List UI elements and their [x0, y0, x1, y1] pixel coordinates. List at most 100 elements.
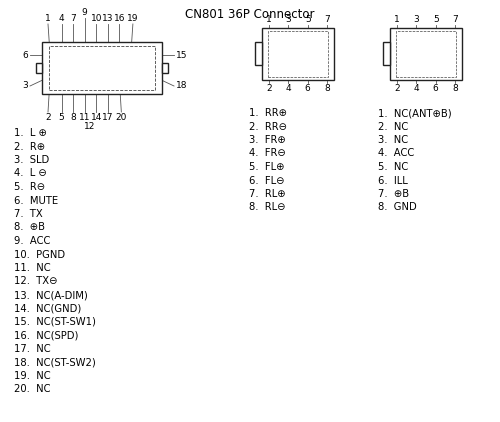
- Bar: [59, 54, 64, 57]
- Bar: [106, 54, 110, 57]
- Text: 9: 9: [82, 8, 87, 17]
- Text: 3.  NC: 3. NC: [378, 135, 408, 145]
- Text: 4.  L ⊖: 4. L ⊖: [14, 168, 47, 179]
- Text: 1: 1: [45, 14, 51, 23]
- Bar: [395, 43, 399, 46]
- Text: 4: 4: [414, 84, 419, 93]
- Bar: [434, 43, 438, 46]
- Text: 4.  ACC: 4. ACC: [378, 149, 414, 159]
- Text: 1: 1: [394, 15, 400, 24]
- Bar: [140, 54, 145, 57]
- Bar: [434, 62, 438, 65]
- Bar: [325, 43, 329, 46]
- Text: 2: 2: [266, 84, 272, 93]
- Text: 2.  R⊕: 2. R⊕: [14, 141, 45, 151]
- Text: 6: 6: [22, 51, 28, 60]
- Bar: [36, 63, 42, 73]
- Text: 13.  NC(A-DIM): 13. NC(A-DIM): [14, 290, 88, 300]
- Text: 11.  NC: 11. NC: [14, 263, 51, 273]
- Text: 6.  FL⊖: 6. FL⊖: [249, 176, 284, 186]
- Bar: [117, 54, 122, 57]
- Bar: [94, 54, 98, 57]
- Bar: [48, 76, 52, 79]
- Text: CN801 36P Connector: CN801 36P Connector: [185, 8, 315, 21]
- Text: 8: 8: [324, 84, 330, 93]
- Bar: [414, 43, 418, 46]
- Text: 8.  ⊕B: 8. ⊕B: [14, 222, 45, 233]
- Bar: [70, 54, 76, 57]
- Text: 15.  NC(ST-SW1): 15. NC(ST-SW1): [14, 317, 96, 327]
- Bar: [286, 43, 290, 46]
- Bar: [383, 42, 390, 65]
- Text: 4: 4: [286, 84, 291, 93]
- Bar: [286, 62, 290, 65]
- Bar: [152, 54, 156, 57]
- Bar: [42, 42, 162, 94]
- Text: 3.  SLD: 3. SLD: [14, 155, 49, 165]
- Text: 8.  GND: 8. GND: [378, 203, 417, 213]
- Text: 7.  RL⊕: 7. RL⊕: [249, 189, 286, 199]
- Bar: [414, 62, 418, 65]
- Text: 16.  NC(SPD): 16. NC(SPD): [14, 330, 78, 341]
- Text: 19.  NC: 19. NC: [14, 371, 51, 381]
- Text: 5: 5: [305, 15, 310, 24]
- Text: 7: 7: [70, 14, 76, 23]
- Text: 17: 17: [102, 113, 114, 122]
- Text: 8.  RL⊖: 8. RL⊖: [249, 203, 286, 213]
- Text: 3: 3: [286, 15, 291, 24]
- Bar: [390, 28, 462, 80]
- Bar: [306, 43, 310, 46]
- Text: 14: 14: [90, 113, 102, 122]
- Text: 3.  FR⊕: 3. FR⊕: [249, 135, 286, 145]
- Text: 5.  FL⊕: 5. FL⊕: [249, 162, 284, 172]
- Bar: [117, 76, 122, 79]
- Bar: [162, 63, 168, 73]
- Text: 17.  NC: 17. NC: [14, 344, 51, 354]
- Text: 2.  RR⊖: 2. RR⊖: [249, 122, 287, 132]
- Text: 10.  PGND: 10. PGND: [14, 249, 65, 260]
- Text: 6.  MUTE: 6. MUTE: [14, 195, 58, 206]
- Text: 18: 18: [176, 81, 188, 90]
- Text: 20.  NC: 20. NC: [14, 384, 51, 395]
- Text: 12: 12: [84, 122, 96, 131]
- Text: 14.  NC(GND): 14. NC(GND): [14, 303, 81, 314]
- Text: 1.  NC(ANT⊕B): 1. NC(ANT⊕B): [378, 108, 452, 118]
- Bar: [306, 62, 310, 65]
- Text: 19: 19: [127, 14, 138, 23]
- Text: 5.  NC: 5. NC: [378, 162, 408, 172]
- Bar: [396, 31, 456, 77]
- Text: 8: 8: [70, 113, 76, 122]
- Bar: [453, 43, 457, 46]
- Text: 8: 8: [452, 84, 458, 93]
- Bar: [70, 76, 76, 79]
- Text: 12.  TX⊖: 12. TX⊖: [14, 276, 58, 287]
- Text: 7: 7: [324, 15, 330, 24]
- Bar: [82, 54, 87, 57]
- Bar: [267, 62, 271, 65]
- Text: 3: 3: [22, 81, 28, 90]
- Text: 11: 11: [79, 113, 90, 122]
- Bar: [140, 76, 145, 79]
- Text: 5: 5: [58, 113, 64, 122]
- Text: 6.  ILL: 6. ILL: [378, 176, 408, 186]
- Text: 2.  NC: 2. NC: [378, 122, 408, 132]
- Bar: [59, 76, 64, 79]
- Text: 4: 4: [58, 14, 64, 23]
- Text: 6: 6: [433, 84, 438, 93]
- Text: 9.  ACC: 9. ACC: [14, 236, 51, 246]
- Bar: [82, 76, 87, 79]
- Text: 6: 6: [305, 84, 310, 93]
- Text: 7.  ⊕B: 7. ⊕B: [378, 189, 409, 199]
- Bar: [49, 46, 155, 90]
- Bar: [152, 76, 156, 79]
- Bar: [128, 54, 134, 57]
- Bar: [325, 62, 329, 65]
- Bar: [48, 54, 52, 57]
- Text: 13: 13: [102, 14, 114, 23]
- Text: 7.  TX: 7. TX: [14, 209, 43, 219]
- Text: 4.  FR⊖: 4. FR⊖: [249, 149, 286, 159]
- Bar: [453, 62, 457, 65]
- Bar: [262, 28, 334, 80]
- Bar: [94, 76, 98, 79]
- Text: 5: 5: [433, 15, 438, 24]
